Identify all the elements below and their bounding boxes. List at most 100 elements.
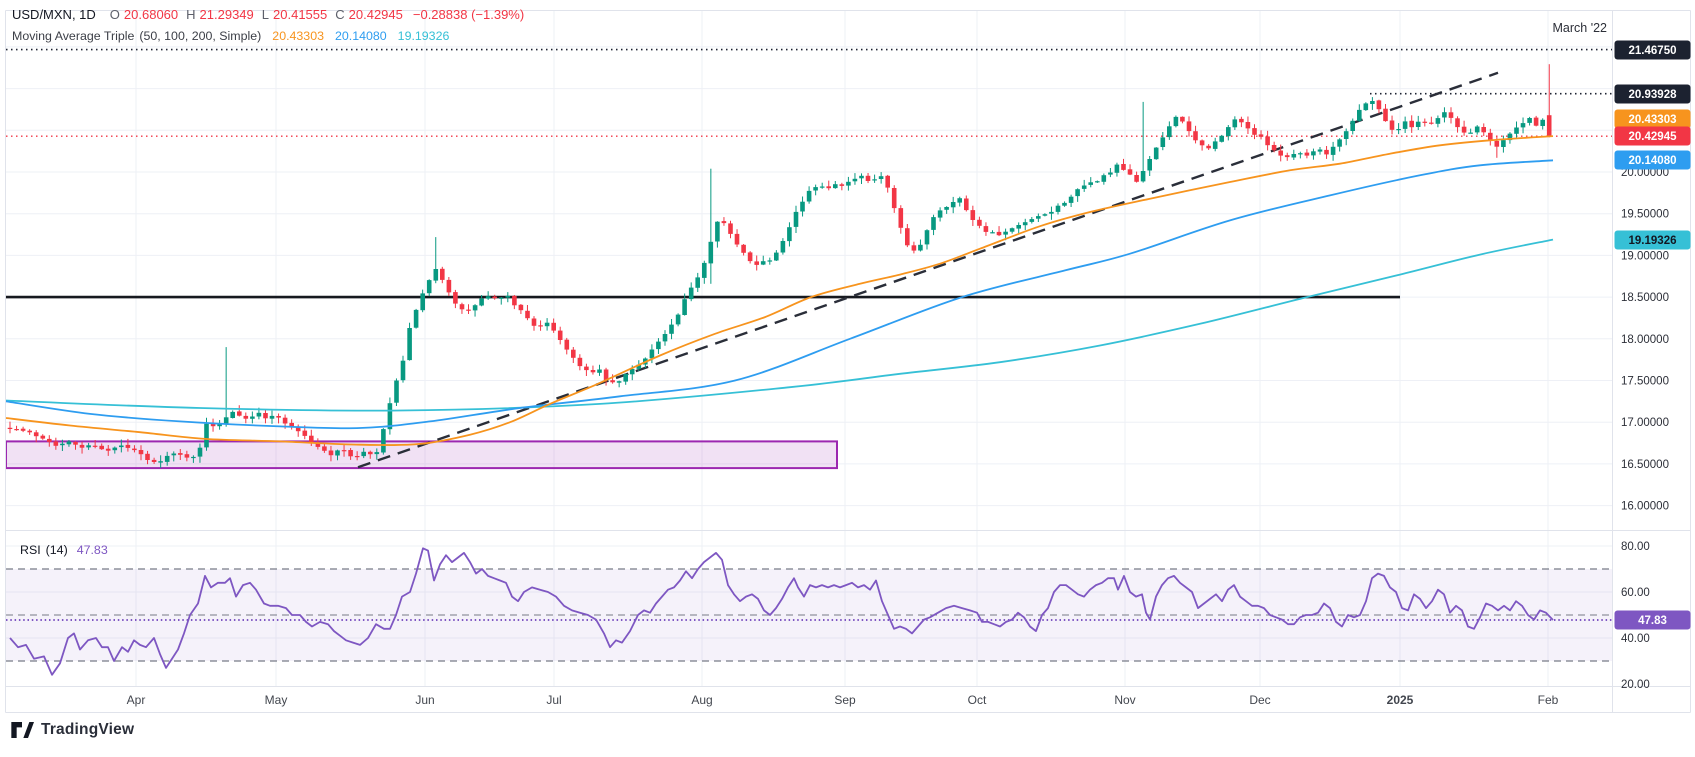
- candle-body: [1324, 149, 1329, 155]
- candle-body: [1219, 135, 1224, 142]
- candle-body: [1127, 169, 1133, 175]
- ma-200-line[interactable]: [5, 238, 1554, 412]
- candle-body: [92, 445, 98, 447]
- candle-body: [1507, 133, 1513, 141]
- candle-body: [1546, 115, 1552, 137]
- candle-body: [1199, 140, 1205, 146]
- candle-body: [688, 287, 694, 300]
- candle-body: [1520, 123, 1526, 128]
- candle-body: [957, 198, 962, 203]
- candle-body: [898, 208, 904, 228]
- low-label: L: [261, 7, 270, 22]
- legend: USD/MXN, 1D O 20.68060 H 21.29349 L 20.4155…: [12, 8, 524, 42]
- badge-ma200-text: 19.19326: [1629, 235, 1677, 247]
- time-axis-label-feb: Feb: [1538, 693, 1559, 707]
- candle-body: [1121, 164, 1126, 170]
- candle-body: [590, 370, 596, 373]
- candle-body: [852, 178, 858, 182]
- badge-ma200-bg: [1614, 230, 1691, 250]
- candle-body: [695, 277, 700, 288]
- candle-body: [1494, 140, 1500, 147]
- candle-body: [1108, 172, 1113, 175]
- time-axis[interactable]: Apr May Jun Jul Aug Sep Oct Nov Dec 2025 Feb: [127, 693, 1559, 707]
- candle-body: [223, 417, 229, 424]
- candle-body: [990, 232, 995, 234]
- ma200-value: 19.19326: [397, 29, 450, 43]
- candle-body: [1140, 171, 1146, 182]
- badge-march22-high: 21.46750: [1614, 40, 1691, 60]
- candle-body: [859, 175, 864, 179]
- ma100-value: 20.14080: [334, 29, 387, 43]
- candle-body: [446, 279, 452, 293]
- candle-body: [158, 461, 163, 463]
- candle-body: [780, 241, 786, 253]
- candle-body: [171, 453, 177, 456]
- candle-body: [1265, 136, 1270, 146]
- candle-body: [1442, 112, 1447, 118]
- candle-body: [1068, 196, 1074, 203]
- candle-body: [472, 305, 478, 311]
- time-axis-label-dec: Dec: [1249, 693, 1270, 707]
- open-label: O: [109, 7, 120, 22]
- candle-body: [734, 233, 740, 245]
- symbol-title[interactable]: USD/MXN, 1D: [12, 7, 96, 22]
- ma-100-line[interactable]: [5, 159, 1554, 430]
- candle-body: [760, 261, 766, 265]
- candle-body: [492, 296, 497, 299]
- ma-triple-legend[interactable]: Moving Average Triple (50, 100, 200, Sim…: [12, 29, 524, 43]
- ma50-value: 20.43303: [272, 29, 324, 43]
- badge-march22-high-text: 21.46750: [1629, 45, 1677, 57]
- candle-body: [1239, 118, 1244, 123]
- candle-body: [243, 415, 249, 419]
- candle-body: [1468, 132, 1473, 134]
- candle-body: [1258, 134, 1264, 137]
- ascending-trendline[interactable]: [357, 71, 1499, 469]
- candle-body: [512, 295, 517, 306]
- badge-ma100: 20.14080: [1614, 150, 1691, 170]
- candle-body: [328, 450, 334, 456]
- candle-body: [800, 201, 805, 212]
- candle-body: [1461, 126, 1467, 133]
- tradingview-logo[interactable]: TradingView: [10, 719, 134, 741]
- candle-body: [833, 184, 838, 189]
- candle-body: [1075, 189, 1080, 197]
- candle-body: [354, 456, 360, 458]
- candle-body: [1501, 140, 1506, 147]
- candle-body: [250, 416, 255, 419]
- badge-ma50: 20.43303: [1614, 109, 1691, 129]
- candle-body: [368, 451, 373, 455]
- candle-body: [544, 322, 550, 327]
- time-axis-label-2025: 2025: [1387, 693, 1414, 707]
- price-axis[interactable]: 20.00000 19.50000 19.00000 18.50000 18.00000…: [1614, 40, 1691, 692]
- candle-body: [1533, 117, 1539, 126]
- candle-body: [1003, 231, 1008, 235]
- candle-body: [557, 330, 563, 340]
- candle-body: [459, 304, 465, 310]
- price-axis-label: 16.00000: [1621, 501, 1669, 513]
- candle-body: [577, 357, 583, 367]
- rsi-indicator-legend[interactable]: RSI (14) 47.83: [20, 543, 108, 557]
- badge-ma100-text: 20.14080: [1629, 155, 1677, 167]
- candle-body: [420, 293, 425, 311]
- candle-body: [230, 411, 235, 418]
- chart-pan-surface[interactable]: [6, 10, 1612, 712]
- candle-body: [335, 450, 340, 456]
- candle-body: [636, 364, 642, 369]
- badge-last-price-bg: [1614, 126, 1691, 146]
- candle-body: [1245, 122, 1251, 129]
- candle-body: [872, 179, 877, 181]
- badge-ma50-bg: [1614, 109, 1691, 129]
- ma-50-line[interactable]: [5, 135, 1554, 446]
- candle-body: [1042, 214, 1048, 216]
- candle-body: [217, 423, 222, 427]
- candle-body: [878, 176, 884, 179]
- candle-body: [977, 219, 982, 226]
- candle-body: [1134, 175, 1139, 182]
- candle-body: [702, 262, 707, 278]
- rsi-line[interactable]: [9, 547, 1554, 676]
- rsi-current-value: 47.83: [76, 543, 108, 557]
- candle-body: [675, 314, 681, 325]
- candle-body: [485, 296, 491, 299]
